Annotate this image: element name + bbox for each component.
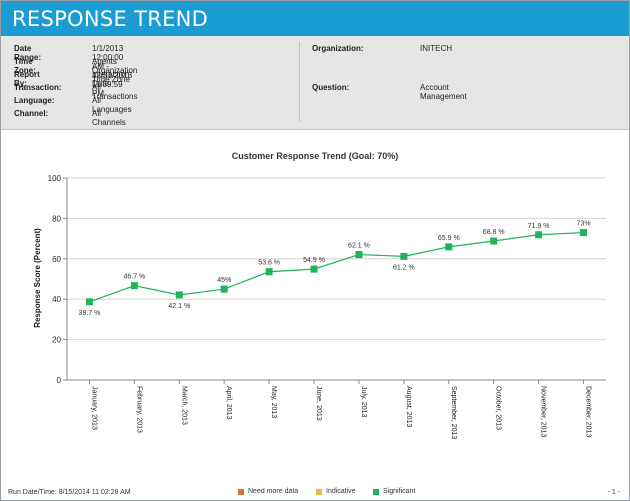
x-tick-label: February, 2013 bbox=[135, 386, 142, 433]
report-header: RESPONSE TREND bbox=[1, 1, 629, 36]
y-axis-label: Response Score (Percent) bbox=[33, 228, 42, 328]
data-point bbox=[175, 291, 183, 299]
data-label: 53.6 % bbox=[258, 260, 280, 267]
y-tick-label: 0 bbox=[57, 376, 62, 385]
param-label: Transaction: bbox=[14, 83, 62, 92]
response-trend-chart: 0 20 40 60 80 100 January, 2013 February, 2013 M… bbox=[33, 174, 606, 439]
param-label: Report By: bbox=[14, 70, 40, 88]
param-value: All Transactions bbox=[92, 83, 138, 101]
legend-label: Indicative bbox=[326, 488, 356, 495]
data-label: 71.9 % bbox=[528, 223, 550, 230]
chart-series bbox=[85, 229, 588, 306]
param-label: Organization: bbox=[312, 44, 364, 53]
data-point bbox=[310, 265, 318, 273]
data-label: 68.8 % bbox=[483, 229, 505, 236]
data-point bbox=[490, 237, 498, 245]
data-label: 42.1 % bbox=[168, 303, 190, 310]
y-tick-label: 20 bbox=[52, 336, 61, 345]
chart-axes: 0 20 40 60 80 100 January, 2013 February, 2013 M… bbox=[48, 174, 606, 439]
param-divider bbox=[299, 42, 300, 122]
param-value: All Languages bbox=[92, 96, 132, 114]
data-label: 62.1 % bbox=[348, 243, 370, 250]
data-point bbox=[220, 285, 228, 293]
data-label: 46.7 % bbox=[123, 274, 145, 281]
y-tick-label: 80 bbox=[52, 214, 61, 223]
param-value: Interaction Date bbox=[92, 70, 130, 88]
chart-title: Customer Response Trend (Goal: 70%) bbox=[231, 151, 399, 161]
param-value: Account Management bbox=[420, 83, 467, 101]
chart-data-labels: 38.7 % 46.7 % 42.1 % 45% 53.6 % 54.9 % 62.1 % 6… bbox=[79, 221, 591, 317]
param-label: Channel: bbox=[14, 109, 49, 118]
data-point bbox=[355, 251, 363, 259]
param-value: All Channels bbox=[92, 109, 126, 127]
data-label: 73% bbox=[577, 221, 591, 228]
legend-swatch bbox=[238, 488, 244, 495]
legend-swatch bbox=[373, 488, 379, 495]
legend-label: Significant bbox=[383, 488, 416, 495]
legend-label: Need more data bbox=[248, 488, 299, 495]
data-point bbox=[85, 298, 93, 306]
x-tick-label: March, 2013 bbox=[180, 386, 187, 425]
y-tick-label: 100 bbox=[48, 174, 62, 183]
data-label: 45% bbox=[217, 277, 231, 284]
x-tick-label: August, 2013 bbox=[405, 386, 412, 427]
report-title: RESPONSE TREND bbox=[12, 7, 209, 31]
y-tick-label: 40 bbox=[52, 295, 61, 304]
data-point bbox=[535, 231, 543, 239]
report-parameters-panel: Date Range: 1/1/2013 12:00:00 AM - 12/31… bbox=[1, 36, 629, 130]
series-line bbox=[89, 231, 584, 303]
legend-item-significant: Significant bbox=[373, 488, 415, 495]
x-tick-label: July, 2013 bbox=[360, 386, 367, 417]
data-label: 65.9 % bbox=[438, 235, 460, 242]
report-footer: Run Date/Time: 8/15/2014 11:02:28 AM Nee… bbox=[0, 485, 630, 501]
param-value: Agents Organization Time Zone bbox=[92, 57, 138, 84]
x-tick-label: October, 2013 bbox=[495, 386, 502, 430]
legend-swatch bbox=[316, 488, 322, 495]
x-tick-label: May, 2013 bbox=[270, 386, 277, 418]
param-label: Date Range: bbox=[14, 44, 42, 62]
legend-item-need-more-data: Need more data bbox=[238, 488, 298, 495]
data-point bbox=[130, 282, 138, 290]
x-tick-label: November, 2013 bbox=[540, 386, 547, 437]
x-tick-label: January, 2013 bbox=[90, 386, 97, 430]
data-point bbox=[445, 243, 453, 251]
x-tick-label: December, 2013 bbox=[585, 386, 592, 437]
data-label: 54.9 % bbox=[303, 257, 325, 264]
legend-item-indicative: Indicative bbox=[316, 488, 356, 495]
param-label: Question: bbox=[312, 83, 350, 92]
data-point bbox=[400, 252, 408, 260]
data-label: 61.2 % bbox=[393, 264, 415, 271]
y-tick-label: 60 bbox=[52, 255, 61, 264]
param-label: Time Zone: bbox=[14, 57, 36, 75]
x-tick-label: June, 2013 bbox=[315, 386, 322, 421]
chart-gridlines bbox=[67, 177, 606, 381]
run-date: Run Date/Time: 8/15/2014 11:02:28 AM bbox=[8, 489, 131, 496]
x-tick-label: September, 2013 bbox=[450, 386, 457, 439]
x-tick-label: April, 2013 bbox=[225, 386, 232, 420]
data-point bbox=[265, 268, 273, 276]
data-label: 38.7 % bbox=[79, 310, 101, 317]
page-number: - 1 - bbox=[607, 489, 620, 496]
data-point bbox=[580, 229, 588, 237]
param-value: INITECH bbox=[420, 44, 452, 53]
param-value: 1/1/2013 12:00:00 AM - 12/31/2013 11:59:… bbox=[92, 44, 133, 98]
param-label: Language: bbox=[14, 96, 55, 105]
